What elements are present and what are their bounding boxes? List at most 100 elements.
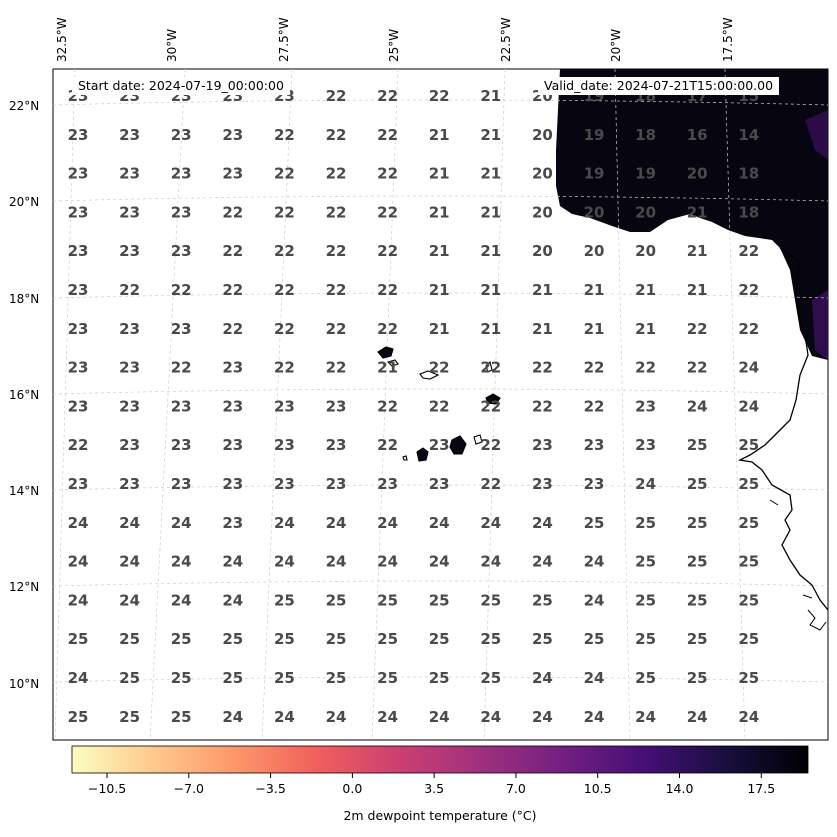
grid-value: 23 <box>68 165 89 183</box>
grid-value: 22 <box>274 242 295 260</box>
grid-value: 23 <box>68 242 89 260</box>
grid-value: 18 <box>635 126 656 144</box>
cape-verde-islands <box>377 346 501 462</box>
lon-label: 25°W <box>387 29 401 62</box>
grid-value: 23 <box>68 475 89 493</box>
lat-label: 18°N <box>9 292 39 306</box>
grid-value: 23 <box>274 397 295 415</box>
grid-value: 21 <box>429 165 450 183</box>
grid-value: 22 <box>274 281 295 299</box>
grid-value: 24 <box>222 553 243 571</box>
grid-value: 23 <box>68 320 89 338</box>
grid-value: 23 <box>119 126 140 144</box>
grid-value: 25 <box>687 514 708 532</box>
grid-value: 23 <box>171 203 192 221</box>
grid-value: 23 <box>68 126 89 144</box>
grid-value: 22 <box>532 359 553 377</box>
lon-label: 27.5°W <box>277 17 291 62</box>
grid-value: 24 <box>377 514 398 532</box>
grid-value: 23 <box>222 359 243 377</box>
grid-value: 24 <box>480 708 501 726</box>
grid-value: 24 <box>274 514 295 532</box>
lat-label: 10°N <box>9 677 39 691</box>
grid-value: 25 <box>532 630 553 648</box>
grid-value: 23 <box>274 475 295 493</box>
grid-value: 24 <box>635 475 656 493</box>
grid-value: 22 <box>738 242 759 260</box>
grid-value: 25 <box>274 591 295 609</box>
grid-value: 24 <box>687 397 708 415</box>
grid-value: 22 <box>326 359 347 377</box>
grid-value: 20 <box>532 203 553 221</box>
lat-label: 12°N <box>9 580 39 594</box>
grid-value: 22 <box>222 320 243 338</box>
grid-value: 25 <box>480 630 501 648</box>
grid-value: 23 <box>119 397 140 415</box>
grid-value: 20 <box>687 165 708 183</box>
grid-value: 22 <box>480 436 501 454</box>
grid-value: 25 <box>377 669 398 687</box>
grid-value: 22 <box>480 359 501 377</box>
grid-value: 21 <box>429 281 450 299</box>
lat-label: 16°N <box>9 388 39 402</box>
grid-value: 20 <box>532 126 553 144</box>
colorbar-tick-label: −10.5 <box>88 781 126 796</box>
grid-value: 23 <box>119 203 140 221</box>
coastline-africa <box>737 247 828 611</box>
grid-value: 22 <box>68 436 89 454</box>
lon-label: 17.5°W <box>721 17 735 62</box>
grid-value: 24 <box>377 708 398 726</box>
grid-value: 21 <box>635 320 656 338</box>
grid-value: 20 <box>635 242 656 260</box>
grid-value: 24 <box>222 708 243 726</box>
grid-value: 18 <box>738 203 759 221</box>
dewpoint-shading-purple <box>805 110 828 160</box>
grid-value: 18 <box>738 165 759 183</box>
grid-value: 22 <box>377 203 398 221</box>
grid-value: 25 <box>429 591 450 609</box>
grid-value: 23 <box>222 436 243 454</box>
grid-value: 24 <box>429 514 450 532</box>
grid-value: 21 <box>532 281 553 299</box>
grid-value: 23 <box>635 397 656 415</box>
grid-value: 22 <box>429 359 450 377</box>
grid-value: 25 <box>738 514 759 532</box>
grid-value: 23 <box>584 475 605 493</box>
grid-value: 22 <box>584 397 605 415</box>
grid-value: 23 <box>171 242 192 260</box>
grid-value: 21 <box>687 203 708 221</box>
grid-value: 25 <box>687 669 708 687</box>
grid-value: 21 <box>480 242 501 260</box>
grid-value: 24 <box>274 708 295 726</box>
grid-value: 23 <box>68 281 89 299</box>
grid-value: 25 <box>738 475 759 493</box>
grid-value: 19 <box>584 126 605 144</box>
dewpoint-shading-dark <box>556 69 828 360</box>
grid-value: 22 <box>274 359 295 377</box>
colorbar-tick-label: 0.0 <box>342 781 362 796</box>
grid-value: 23 <box>119 475 140 493</box>
grid-value: 22 <box>222 281 243 299</box>
grid-value: 25 <box>738 436 759 454</box>
grid-value: 24 <box>119 514 140 532</box>
grid-value: 24 <box>171 591 192 609</box>
grid-value: 23 <box>222 165 243 183</box>
grid-value: 24 <box>68 669 89 687</box>
grid-value: 25 <box>687 630 708 648</box>
grid-value: 24 <box>326 708 347 726</box>
grid-value: 22 <box>377 126 398 144</box>
grid-value: 20 <box>532 242 553 260</box>
grid-value: 21 <box>377 359 398 377</box>
grid-value: 21 <box>687 242 708 260</box>
grid-value: 19 <box>635 165 656 183</box>
lon-label: 20°W <box>609 29 623 62</box>
grid-value: 24 <box>532 669 553 687</box>
grid-value: 25 <box>584 514 605 532</box>
grid-value: 21 <box>584 320 605 338</box>
grid-value: 23 <box>326 475 347 493</box>
grid-value: 23 <box>171 397 192 415</box>
grid-value: 25 <box>326 669 347 687</box>
grid-value: 25 <box>687 475 708 493</box>
grid-value: 23 <box>429 475 450 493</box>
